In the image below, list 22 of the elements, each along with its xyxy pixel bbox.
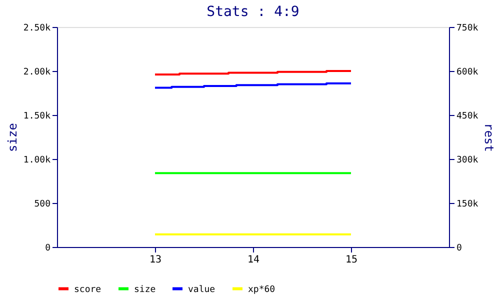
y2-tick-label: 600k (456, 68, 479, 78)
legend-label: xp*60 (248, 284, 276, 295)
x-tick-label: 15 (345, 254, 358, 266)
y2-tick-label: 750k (456, 24, 479, 34)
legend-label: score (74, 284, 102, 295)
y2-tick-label: 0 (456, 244, 462, 254)
y2-tick-label: 300k (456, 156, 479, 166)
y2-tick-label: 150k (456, 200, 479, 210)
y2-axis-title: rest (482, 123, 496, 152)
legend-label: value (188, 284, 216, 295)
y-tick-label: 0 (45, 244, 50, 254)
y-axis-title: size (5, 123, 20, 152)
y-tick-label: 2.00k (23, 68, 52, 78)
y-tick-label: 500 (34, 200, 50, 210)
y2-tick-label: 450k (456, 112, 479, 122)
y-tick-label: 2.50k (23, 24, 52, 34)
y-tick-label: 1.50k (23, 112, 52, 122)
x-tick-label: 14 (247, 254, 260, 266)
chart-title: Stats : 4:9 (206, 4, 300, 20)
x-tick-label: 13 (149, 254, 162, 266)
y-tick-label: 1.00k (23, 156, 52, 166)
legend-label: size (134, 284, 156, 295)
